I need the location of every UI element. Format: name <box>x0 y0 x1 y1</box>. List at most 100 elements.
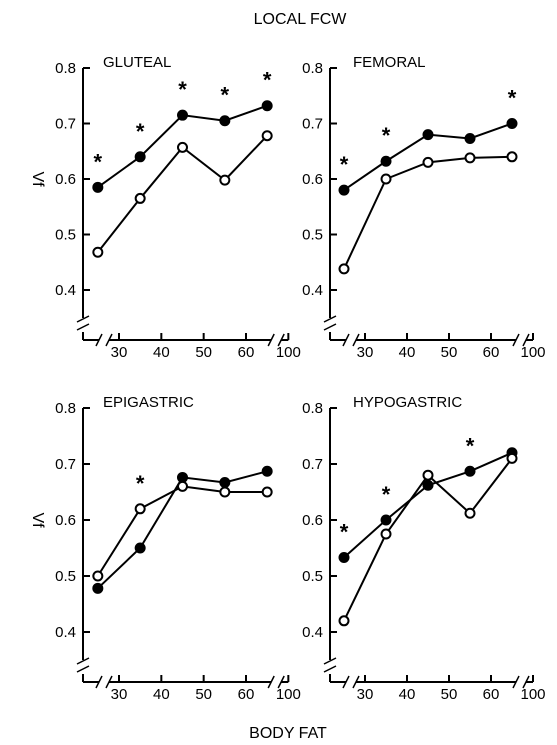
x-axis-break-mark <box>277 333 285 347</box>
y-tick-label: 0.8 <box>55 400 76 417</box>
data-point <box>261 486 273 498</box>
x-axis-break-mark <box>352 333 360 347</box>
data-point <box>422 479 434 491</box>
data-point <box>506 452 518 464</box>
x-axis-break-mark <box>512 333 520 347</box>
x-axis-break-mark <box>267 333 275 347</box>
x-tick-label: 30 <box>111 686 128 703</box>
data-point <box>261 465 273 477</box>
data-point <box>92 181 104 193</box>
data-point <box>464 132 476 144</box>
y-tick-label: 0.4 <box>55 624 76 641</box>
x-tick-label: 100 <box>276 686 301 703</box>
data-point <box>464 507 476 519</box>
data-point <box>219 476 231 488</box>
x-tick-label: 40 <box>153 344 170 361</box>
data-point <box>134 151 146 163</box>
data-point <box>464 152 476 164</box>
significance-asterisk: * <box>508 86 517 111</box>
data-point <box>422 129 434 141</box>
y-axis-break-mark <box>323 315 337 323</box>
data-point <box>92 570 104 582</box>
panel-title: GLUTEAL <box>103 54 171 71</box>
data-point <box>177 109 188 121</box>
chart-panel: 0.4 0.5 0.6 0.7 0.8 30 40 50 60 100 GLUTEAL Vf * * * * * <box>29 54 301 361</box>
x-axis-break-mark <box>512 675 520 689</box>
x-axis-break-mark <box>352 675 360 689</box>
significance-asterisk: * <box>340 152 349 177</box>
x-axis-break-mark <box>95 675 103 689</box>
y-axis-break-mark <box>323 665 337 673</box>
chart-panel: 0.4 0.5 0.6 0.7 0.8 30 40 50 60 100 FEMORAL * * * <box>302 54 545 361</box>
significance-asterisk: * <box>221 83 230 108</box>
x-axis-break-mark <box>267 675 275 689</box>
data-point <box>219 486 231 498</box>
y-tick-label: 0.7 <box>55 116 76 133</box>
y-axis-break-mark <box>76 665 90 673</box>
y-tick-label: 0.4 <box>302 282 323 299</box>
y-tick-label: 0.8 <box>55 60 76 77</box>
significance-asterisk: * <box>263 68 272 93</box>
x-tick-label: 60 <box>238 686 255 703</box>
x-tick-label: 60 <box>238 344 255 361</box>
data-point <box>134 192 146 204</box>
x-axis-break-mark <box>105 675 113 689</box>
data-point <box>261 100 273 112</box>
x-tick-label: 100 <box>520 686 545 703</box>
panel-title: HYPOGASTRIC <box>353 394 462 411</box>
data-point <box>261 130 273 142</box>
y-tick-label: 0.6 <box>302 512 323 529</box>
data-point <box>338 184 350 196</box>
x-tick-label: 50 <box>441 686 458 703</box>
data-point <box>380 173 392 185</box>
y-tick-label: 0.5 <box>302 568 323 585</box>
x-tick-label: 50 <box>441 344 458 361</box>
y-tick-label: 0.5 <box>55 227 76 244</box>
data-point <box>338 552 350 564</box>
x-axis-break-mark <box>342 333 350 347</box>
y-tick-label: 0.6 <box>55 512 76 529</box>
data-point <box>134 542 146 554</box>
x-tick-label: 40 <box>399 344 416 361</box>
y-tick-label: 0.6 <box>55 171 76 188</box>
data-point <box>422 469 434 481</box>
y-axis-break-mark <box>76 315 90 323</box>
significance-asterisk: * <box>136 119 145 144</box>
data-point <box>506 151 518 163</box>
x-tick-label: 30 <box>111 344 128 361</box>
x-tick-label: 50 <box>195 686 212 703</box>
series-line <box>97 135 268 253</box>
x-tick-label: 60 <box>483 686 500 703</box>
significance-asterisk: * <box>94 149 103 174</box>
data-point <box>338 615 350 627</box>
data-point <box>177 480 188 492</box>
y-axis-label: Vf <box>29 171 46 187</box>
y-tick-label: 0.4 <box>55 282 76 299</box>
significance-asterisk: * <box>340 520 349 545</box>
y-tick-label: 0.5 <box>302 227 323 244</box>
x-axis-break-mark <box>522 333 530 347</box>
x-axis-break-mark <box>342 675 350 689</box>
significance-asterisk: * <box>466 433 475 458</box>
data-point <box>134 503 146 515</box>
panel-title: FEMORAL <box>353 54 426 71</box>
figure-xlabel: BODY FAT <box>249 725 327 742</box>
data-point <box>177 141 188 153</box>
data-point <box>380 514 392 526</box>
x-tick-label: 30 <box>357 344 374 361</box>
figure-title: LOCAL FCW <box>254 11 348 28</box>
x-tick-label: 100 <box>520 344 545 361</box>
x-axis-break-mark <box>95 333 103 347</box>
significance-asterisk: * <box>382 482 391 507</box>
data-point <box>92 246 104 258</box>
y-tick-label: 0.7 <box>55 456 76 473</box>
panel-title: EPIGASTRIC <box>103 394 194 411</box>
y-tick-label: 0.4 <box>302 624 323 641</box>
data-point <box>219 115 231 127</box>
y-tick-label: 0.7 <box>302 456 323 473</box>
x-tick-label: 30 <box>357 686 374 703</box>
x-tick-label: 50 <box>195 344 212 361</box>
data-point <box>92 582 104 594</box>
y-tick-label: 0.5 <box>55 568 76 585</box>
data-point <box>338 263 350 275</box>
